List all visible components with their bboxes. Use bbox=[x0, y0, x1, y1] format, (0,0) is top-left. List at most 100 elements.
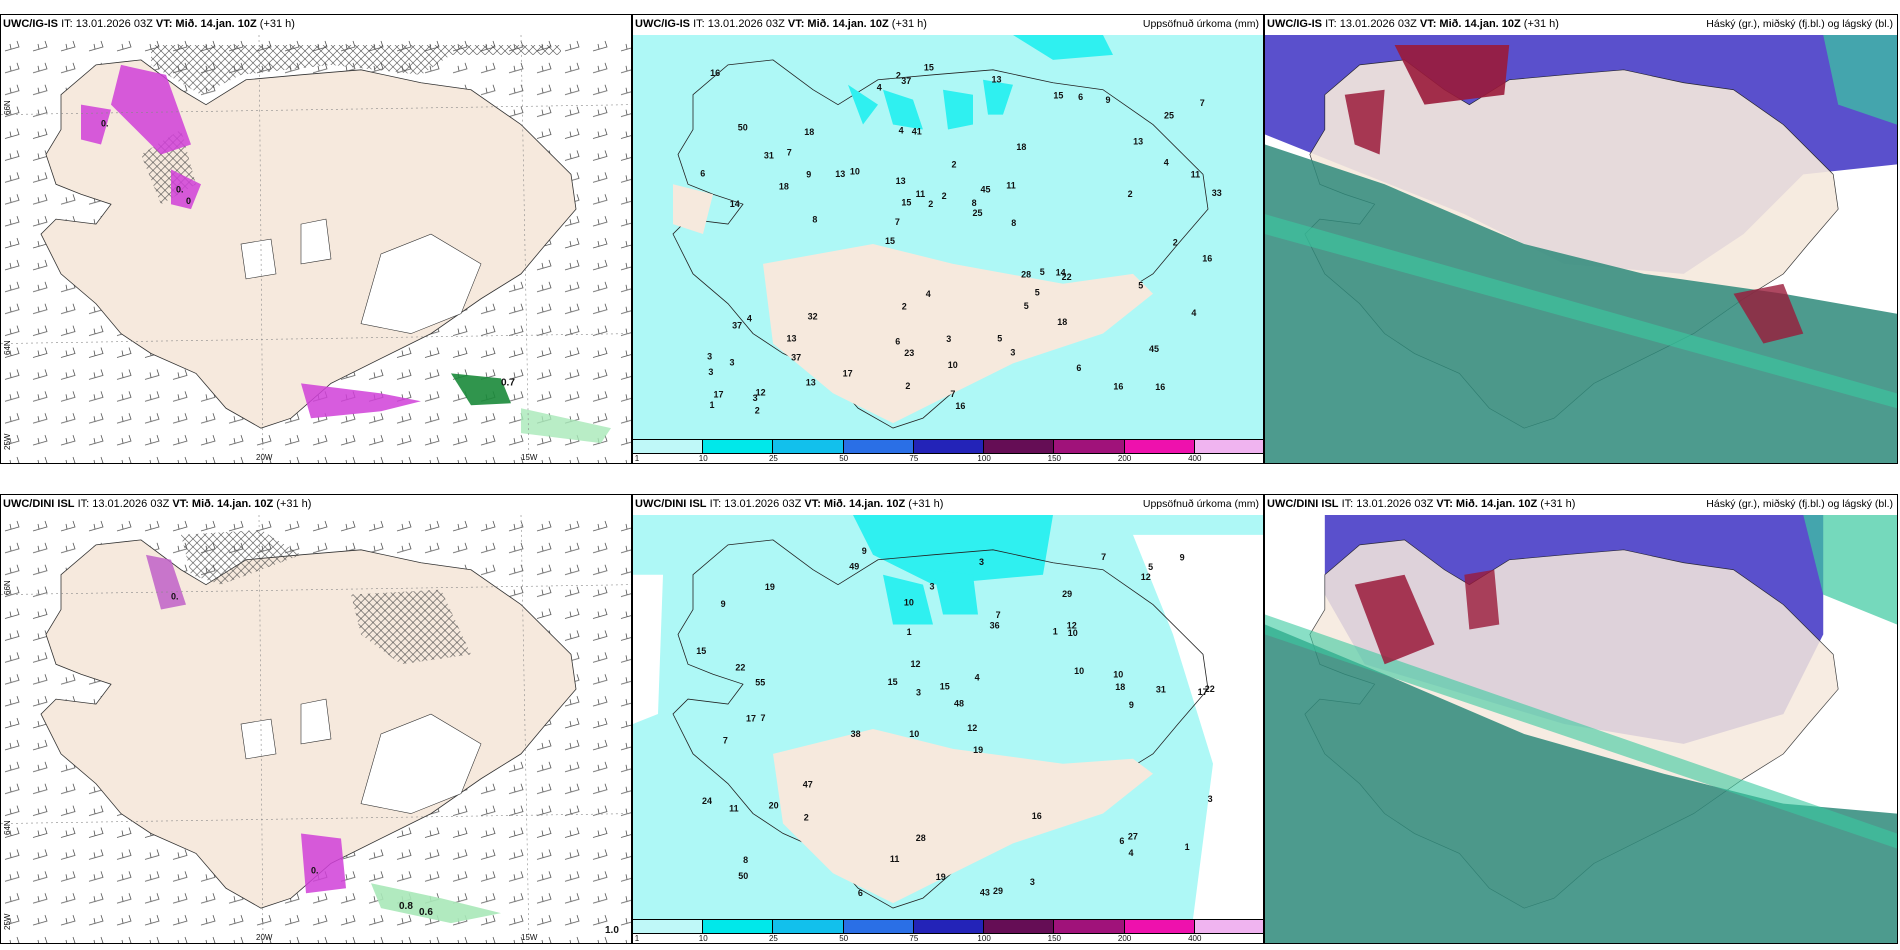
panel-header: UWC/IG-IS IT: 13.01.2026 03Z VT: Mið. 14… bbox=[3, 18, 295, 30]
precip-value-label: 20 bbox=[769, 801, 779, 811]
colorbar-swatch bbox=[843, 919, 914, 934]
precip-value-label: 27 bbox=[1128, 831, 1138, 841]
colorbar-swatch bbox=[773, 439, 844, 454]
colorbar-swatch bbox=[913, 919, 985, 934]
colorbar-tick: 50 bbox=[839, 934, 849, 943]
colorbar-swatch bbox=[1054, 919, 1125, 934]
panel-header: UWC/DINI ISL IT: 13.01.2026 03Z VT: Mið.… bbox=[1267, 498, 1576, 510]
precip-value-label: 2 bbox=[1128, 189, 1133, 199]
colorbar-tick: 25 bbox=[768, 934, 778, 943]
precip-value-label: 4 bbox=[899, 125, 904, 135]
colorbar-swatch bbox=[1124, 919, 1195, 934]
precip-value-label: 9 bbox=[1129, 700, 1134, 710]
precip-value-label: 2 bbox=[804, 813, 809, 823]
precip-value-label: 6 bbox=[895, 336, 900, 346]
panel-precip-igis: UWC/IG-IS IT: 13.01.2026 03Z VT: Mið. 14… bbox=[632, 14, 1264, 464]
precip-value-label: 33 bbox=[1212, 188, 1222, 198]
precip-value-label: 3 bbox=[979, 557, 984, 567]
lat-label: 25W bbox=[3, 913, 12, 930]
colorbar-tick: 75 bbox=[909, 454, 919, 463]
precip-value-label: 3 bbox=[930, 581, 935, 591]
precip-value-label: 7 bbox=[950, 389, 955, 399]
precip-value-label: 45 bbox=[1149, 344, 1159, 354]
precip-value-label: 16 bbox=[1032, 811, 1042, 821]
colorbar-swatch bbox=[913, 439, 985, 454]
precip-value-label: 12 bbox=[756, 388, 766, 398]
precip-value-label: 9 bbox=[1106, 95, 1111, 105]
precip-value-label: 11 bbox=[1191, 170, 1201, 180]
precip-value-label: 55 bbox=[755, 678, 765, 688]
precip-map[interactable]: 16 14 25 15 18 12 4 2 4 10 3 37 41 45 22 50 37 33 28 4 7 6 15 1… bbox=[633, 35, 1263, 439]
lat-label: 66N bbox=[3, 580, 12, 595]
precip-value-label: 15 bbox=[696, 646, 706, 656]
precip-value-label: 7 bbox=[1200, 98, 1205, 108]
precip-value-label: 25 bbox=[1164, 110, 1174, 120]
precip-value-label: 8 bbox=[812, 214, 817, 224]
precip-value-label: 19 bbox=[936, 872, 946, 882]
colorbar-swatch bbox=[1194, 439, 1263, 454]
precip-value-label: 3 bbox=[708, 367, 713, 377]
svg-text:1.0: 1.0 bbox=[605, 925, 619, 936]
precip-value-label: 13 bbox=[896, 176, 906, 186]
precip-value-label: 6 bbox=[1078, 92, 1083, 102]
colorbar-tick: 75 bbox=[909, 934, 919, 943]
colorbar-swatch bbox=[984, 919, 1055, 934]
svg-text:0.6: 0.6 bbox=[419, 907, 433, 918]
panel-wind-igis: UWC/IG-IS IT: 13.01.2026 03Z VT: Mið. 14… bbox=[0, 14, 632, 464]
precip-value-label: 22 bbox=[1062, 272, 1072, 282]
precip-value-label: 23 bbox=[904, 348, 914, 358]
precip-value-label: 3 bbox=[753, 393, 758, 403]
precip-value-label: 16 bbox=[710, 68, 720, 78]
colorbar-tick: 10 bbox=[698, 454, 708, 463]
precip-map[interactable]: 9 29 17 10 19 7 9 1 7 36 48 50 49 38 43 29 28 7 10 47 55 17 22… bbox=[633, 515, 1263, 919]
colorbar-swatch bbox=[843, 439, 914, 454]
svg-text:0.7: 0.7 bbox=[501, 377, 515, 388]
precip-value-label: 7 bbox=[996, 610, 1001, 620]
colorbar: 1 10 25 50 75 100 150 200 400 bbox=[633, 919, 1263, 943]
lon-label: 20W bbox=[256, 453, 273, 462]
precip-value-label: 10 bbox=[1113, 670, 1123, 680]
precip-value-label: 11 bbox=[729, 804, 739, 814]
colorbar-tick: 10 bbox=[698, 934, 708, 943]
precip-value-label: 38 bbox=[851, 729, 861, 739]
wind-map[interactable]: 0. 0. 0.8 0.6 1.0 20W 15W 66N 64N 25W bbox=[1, 515, 631, 943]
precip-value-label: 7 bbox=[1101, 552, 1106, 562]
precip-value-label: 10 bbox=[904, 598, 914, 608]
precip-value-label: 11 bbox=[890, 854, 900, 864]
precip-value-label: 15 bbox=[1053, 90, 1063, 100]
precip-value-label: 41 bbox=[912, 127, 922, 137]
svg-text:0.8: 0.8 bbox=[399, 901, 413, 912]
cloud-map[interactable] bbox=[1265, 35, 1897, 463]
panel-clouds-dini: UWC/DINI ISL IT: 13.01.2026 03Z VT: Mið.… bbox=[1264, 494, 1898, 944]
precip-value-label: 4 bbox=[747, 314, 752, 324]
precip-value-label: 12 bbox=[1141, 572, 1151, 582]
panel-clouds-igis: UWC/IG-IS IT: 13.01.2026 03Z VT: Mið. 14… bbox=[1264, 14, 1898, 464]
panel-header: UWC/IG-IS IT: 13.01.2026 03Z VT: Mið. 14… bbox=[635, 18, 927, 30]
svg-text:0.: 0. bbox=[171, 592, 179, 602]
precip-value-label: 7 bbox=[761, 713, 766, 723]
panel-header: UWC/DINI ISL IT: 13.01.2026 03Z VT: Mið.… bbox=[3, 498, 312, 510]
precip-value-label: 10 bbox=[850, 166, 860, 176]
panel-title: Uppsöfnuð úrkoma (mm) bbox=[1142, 18, 1259, 30]
lat-label: 66N bbox=[3, 100, 12, 115]
lat-label: 64N bbox=[3, 340, 12, 355]
precip-value-label: 17 bbox=[746, 713, 756, 723]
precip-value-label: 19 bbox=[765, 582, 775, 592]
wind-map[interactable]: 0. 0. 0 0.7 20W 15W 66N 64N 25W bbox=[1, 35, 631, 463]
precip-value-label: 16 bbox=[1202, 253, 1212, 263]
precip-value-label: 11 bbox=[916, 189, 926, 199]
precip-value-label: 3 bbox=[1010, 347, 1015, 357]
precip-value-label: 4 bbox=[1164, 158, 1169, 168]
cloud-map[interactable] bbox=[1265, 515, 1897, 943]
precip-value-label: 37 bbox=[901, 76, 911, 86]
precip-value-label: 10 bbox=[1074, 666, 1084, 676]
precip-value-label: 12 bbox=[911, 659, 921, 669]
precip-value-label: 1 bbox=[907, 627, 912, 637]
precip-value-label: 3 bbox=[730, 357, 735, 367]
precip-value-label: 3 bbox=[707, 351, 712, 361]
colorbar-tick: 400 bbox=[1188, 454, 1202, 463]
precip-value-label: 49 bbox=[849, 562, 859, 572]
precip-value-label: 9 bbox=[1180, 552, 1185, 562]
precip-value-label: 17 bbox=[1198, 687, 1208, 697]
precip-value-label: 4 bbox=[1191, 308, 1196, 318]
